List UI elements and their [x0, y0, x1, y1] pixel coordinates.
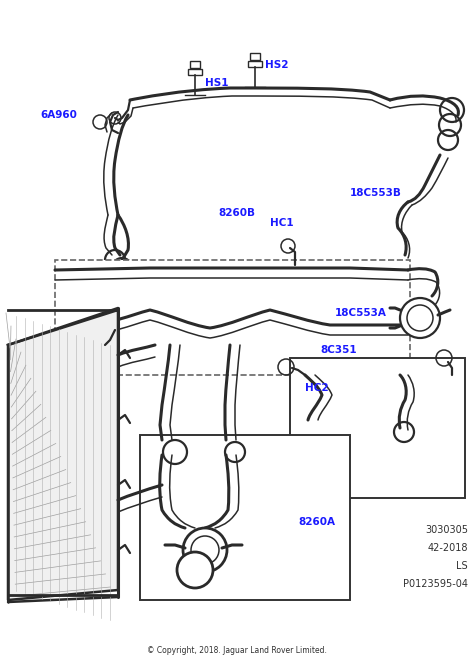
Bar — [190, 61, 200, 68]
Circle shape — [400, 298, 440, 338]
Bar — [55, 260, 410, 375]
Circle shape — [177, 552, 213, 588]
Bar — [290, 358, 465, 498]
Text: 8260B: 8260B — [218, 208, 255, 218]
Text: 18C553B: 18C553B — [350, 188, 402, 198]
Text: HC1: HC1 — [270, 218, 293, 228]
Text: HS2: HS2 — [265, 60, 289, 70]
Bar — [140, 435, 350, 600]
Text: 18C553A: 18C553A — [335, 308, 387, 318]
Polygon shape — [8, 310, 118, 600]
Text: LS: LS — [456, 561, 468, 571]
Text: 8C351: 8C351 — [320, 345, 356, 355]
Text: P0123595-04: P0123595-04 — [403, 579, 468, 589]
Text: © Copyright, 2018. Jaguar Land Rover Limited.: © Copyright, 2018. Jaguar Land Rover Lim… — [147, 646, 327, 655]
Circle shape — [183, 528, 227, 572]
Bar — [248, 61, 262, 67]
Text: 3030305: 3030305 — [425, 525, 468, 535]
Text: HS1: HS1 — [205, 78, 228, 88]
Bar — [250, 53, 260, 60]
Text: 42-2018: 42-2018 — [428, 543, 468, 553]
Text: HC2: HC2 — [305, 383, 328, 393]
Text: 6A960: 6A960 — [40, 110, 77, 120]
Bar — [188, 69, 202, 75]
Text: 8260A: 8260A — [298, 517, 335, 527]
